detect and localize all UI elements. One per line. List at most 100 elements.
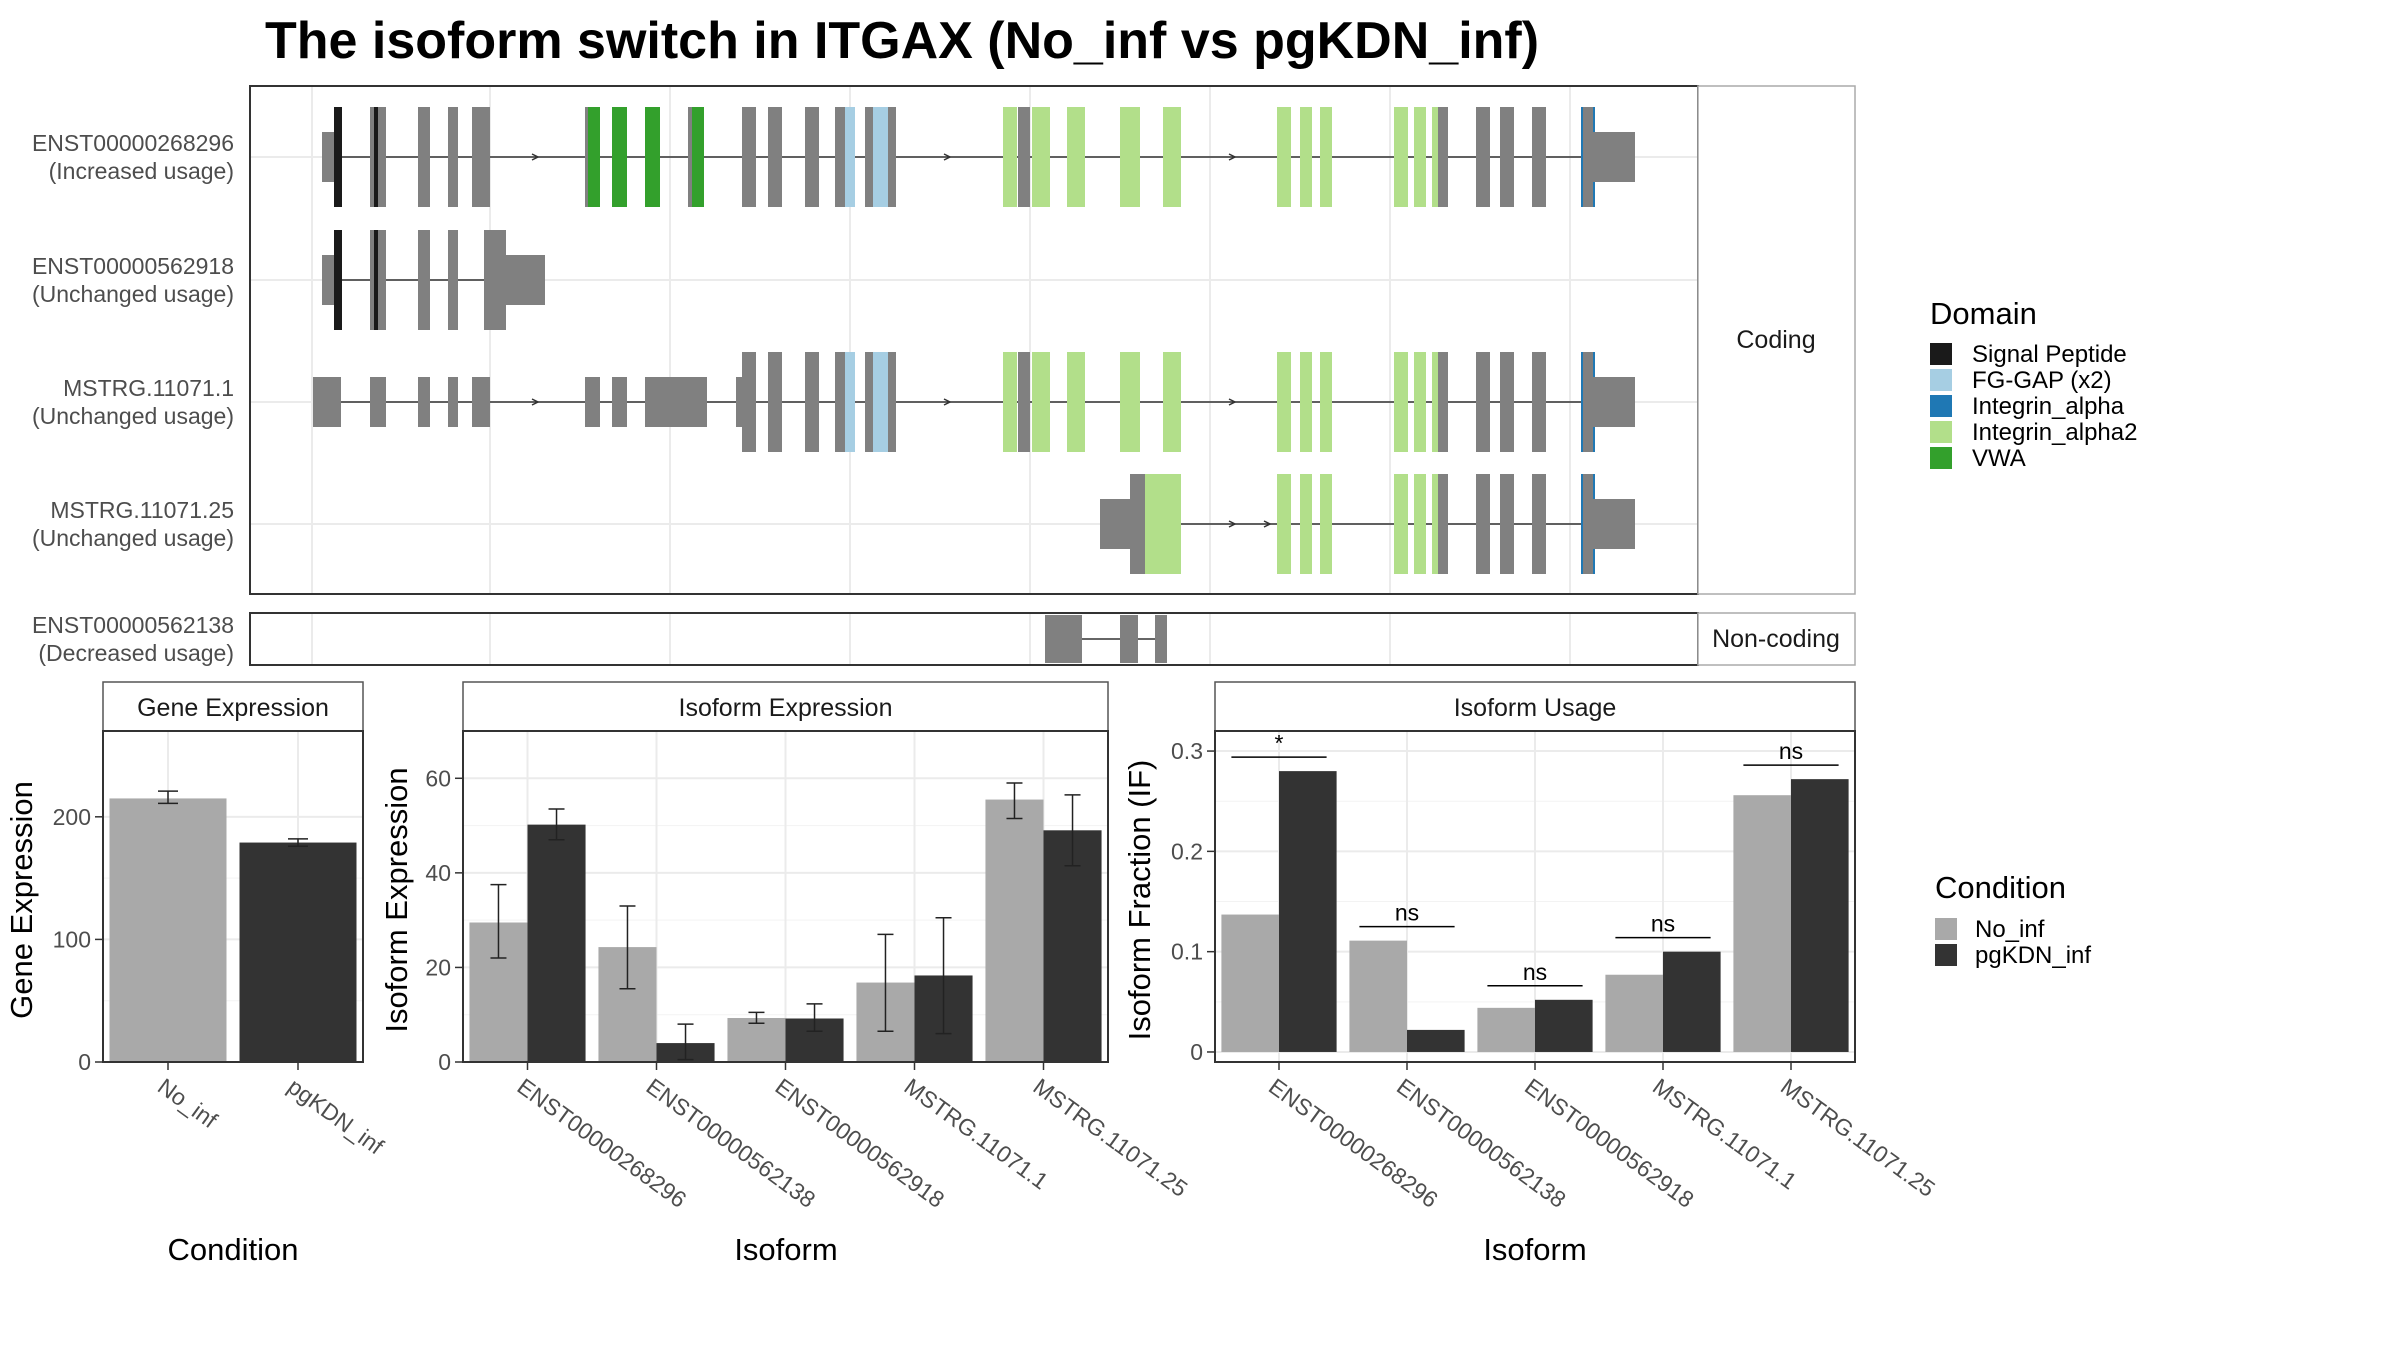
- domain-legend-label: FG-GAP (x2): [1972, 367, 2112, 394]
- y-axis-title: Gene Expression: [4, 781, 39, 1019]
- y-tick-label: 100: [53, 926, 91, 952]
- exon-block: [1532, 474, 1546, 574]
- bar-No_inf: [1605, 974, 1663, 1052]
- exon-block: [1120, 352, 1140, 452]
- exon-block: [873, 352, 889, 452]
- condition-legend-label: pgKDN_inf: [1975, 942, 2091, 969]
- transcript-id-label: ENST00000268296: [32, 130, 234, 156]
- exon-block: [1583, 352, 1593, 452]
- exon-block: [418, 107, 430, 207]
- exon-block: [374, 107, 378, 207]
- condition-legend-swatch: [1935, 918, 1957, 940]
- exon-block: [1067, 352, 1085, 452]
- exon-block: [448, 230, 458, 330]
- plot-border: [102, 730, 364, 1063]
- exon-block: [1500, 107, 1514, 207]
- exon-block: [865, 352, 873, 452]
- x-axis-title: Isoform: [1483, 1232, 1586, 1267]
- condition-legend-title: Condition: [1935, 870, 2066, 905]
- intron-arrow: [531, 153, 540, 161]
- transcript-usage-label: (Increased usage): [49, 158, 234, 184]
- exon-block: [448, 107, 458, 207]
- domain-legend-swatch: [1930, 343, 1952, 365]
- exon-block: [845, 107, 855, 207]
- transcript-id-label: ENST00000562918: [32, 253, 234, 279]
- intron-arrow: [943, 153, 952, 161]
- transcript-structure-panel: Coding Non-coding ENST00000268296(Increase…: [32, 85, 1856, 666]
- significance-label: ns: [1523, 959, 1547, 985]
- exon-block: [1277, 352, 1291, 452]
- significance-label: *: [1275, 730, 1284, 756]
- exon-block: [1003, 107, 1017, 207]
- noncoding-strip-label: Non-coding: [1712, 625, 1840, 653]
- y-tick-label: 200: [53, 804, 91, 830]
- exon-block: [378, 230, 386, 330]
- coding-panel-bg: [250, 86, 1698, 594]
- exon-block: [768, 107, 782, 207]
- significance-label: ns: [1651, 911, 1675, 937]
- exon-block: [1018, 352, 1030, 452]
- exon-block: [835, 352, 845, 452]
- chart-title: Isoform Usage: [1454, 694, 1617, 722]
- y-tick-label: 0.2: [1171, 838, 1203, 864]
- exon-block: [1438, 352, 1448, 452]
- exon-block: [1394, 107, 1408, 207]
- exon-block: [1532, 352, 1546, 452]
- exon-block: [1018, 107, 1030, 207]
- exon-block: [645, 107, 660, 207]
- bar-No_inf: [1349, 940, 1407, 1052]
- exon-block: [1300, 107, 1312, 207]
- bar-No_inf: [985, 799, 1044, 1062]
- exon-block: [612, 107, 627, 207]
- x-axis-title: Isoform: [734, 1232, 837, 1267]
- exon-block: [1067, 107, 1085, 207]
- exon-block: [645, 377, 707, 427]
- exon-block: [334, 230, 342, 330]
- exon-block: [1394, 474, 1408, 574]
- bar-No_inf: [1477, 1007, 1535, 1052]
- transcript-id-label: MSTRG.11071.25: [50, 497, 234, 523]
- exon-block: [1277, 474, 1291, 574]
- exon-block: [1432, 352, 1438, 452]
- bar-No_inf: [1733, 795, 1791, 1052]
- x-tick-label: pgKDN_inf: [283, 1073, 389, 1160]
- y-tick-label: 40: [425, 860, 451, 886]
- y-axis-title: Isoform Expression: [379, 767, 414, 1032]
- exon-block: [1130, 474, 1145, 574]
- exon-block: [1100, 499, 1130, 549]
- exon-block: [835, 107, 845, 207]
- domain-legend-label: Signal Peptide: [1972, 341, 2127, 368]
- transcript-usage-label: (Unchanged usage): [32, 525, 234, 551]
- transcript-id-label: MSTRG.11071.1: [63, 375, 234, 401]
- exon-block: [1592, 499, 1635, 549]
- exon-block: [1163, 107, 1181, 207]
- x-tick-label: MSTRG.11071.25: [1029, 1073, 1193, 1202]
- bar-No_inf: [109, 798, 227, 1062]
- exon-block: [374, 230, 378, 330]
- exon-block: [1045, 615, 1082, 663]
- domain-legend-label: Integrin_alpha2: [1972, 419, 2137, 446]
- chart-title: Isoform Expression: [679, 694, 893, 722]
- exon-block: [588, 107, 600, 207]
- y-tick-label: 0: [438, 1049, 451, 1075]
- intron-arrow: [1228, 398, 1237, 406]
- exon-block: [1414, 352, 1426, 452]
- transcript-usage-label: (Decreased usage): [38, 640, 234, 666]
- bar-pgKDN_inf: [1043, 830, 1102, 1062]
- y-tick-label: 0: [1190, 1039, 1203, 1065]
- x-tick-label: MSTRG.11071.25: [1776, 1073, 1940, 1202]
- exon-block: [1394, 352, 1408, 452]
- significance-label: ns: [1779, 738, 1803, 764]
- bar-pgKDN_inf: [239, 842, 357, 1062]
- y-axis-title: Isoform Fraction (IF): [1122, 760, 1157, 1041]
- noncoding-strip: [1697, 612, 1856, 666]
- exon-block: [888, 352, 896, 452]
- intron-arrow: [943, 398, 952, 406]
- exon-block: [1476, 352, 1490, 452]
- intron-arrow: [1263, 520, 1272, 528]
- exon-block: [1500, 474, 1514, 574]
- exon-block: [888, 107, 896, 207]
- domain-legend-swatch: [1930, 421, 1952, 443]
- exon-block: [1163, 474, 1181, 574]
